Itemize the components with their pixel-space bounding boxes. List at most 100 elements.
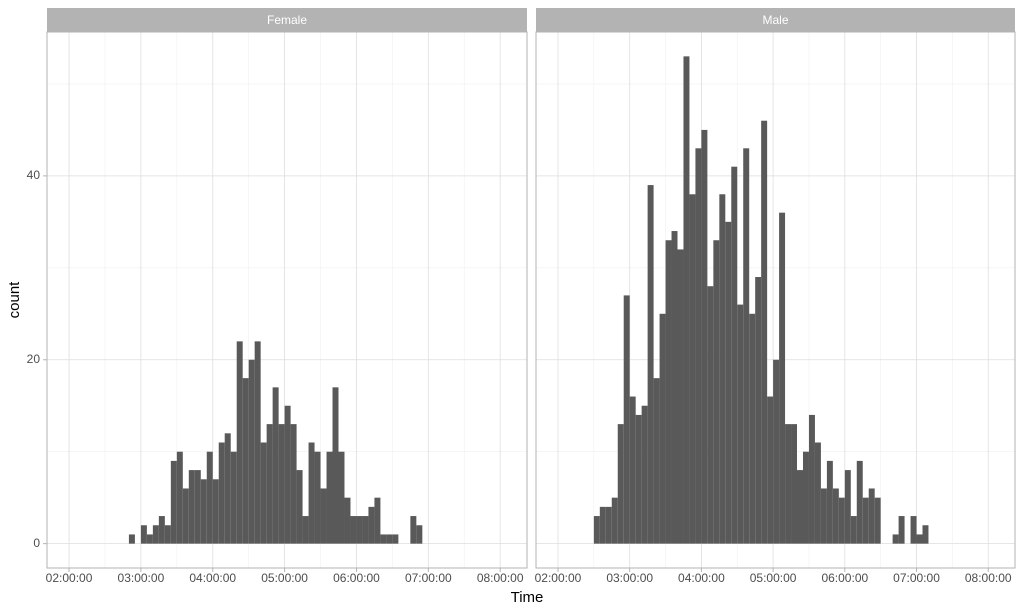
bar — [326, 451, 333, 544]
bar — [248, 359, 255, 544]
bar — [743, 148, 750, 544]
bar — [629, 396, 636, 544]
y-tick-label: 0 — [33, 536, 40, 550]
bar — [713, 240, 720, 544]
bar — [182, 488, 189, 544]
bar — [332, 387, 339, 544]
bar — [206, 451, 213, 544]
bar — [272, 387, 279, 544]
y-axis-label: count — [6, 281, 23, 319]
bar — [820, 488, 827, 544]
bar — [892, 534, 899, 544]
bar — [659, 313, 666, 544]
bar — [731, 166, 738, 544]
bar — [665, 240, 672, 544]
bar — [635, 414, 642, 544]
bar — [308, 442, 315, 544]
bar — [188, 470, 195, 544]
bar — [850, 516, 857, 544]
bar — [314, 451, 321, 544]
bar — [826, 460, 833, 544]
bar — [797, 470, 803, 544]
x-tick-label: 04:00:00 — [678, 571, 725, 585]
bar — [719, 194, 726, 544]
strip — [536, 8, 1015, 32]
y-tick-label: 20 — [27, 352, 41, 366]
bar — [808, 414, 815, 544]
bar — [416, 525, 423, 544]
x-tick-label: 06:00:00 — [821, 571, 868, 585]
bar — [236, 341, 243, 544]
bar — [224, 433, 231, 544]
bar — [284, 405, 291, 544]
bar — [254, 341, 261, 544]
bar — [695, 148, 702, 544]
bar — [767, 396, 774, 544]
bar — [701, 129, 708, 544]
x-tick-label: 07:00:00 — [405, 571, 452, 585]
bar — [176, 451, 183, 544]
bar — [140, 525, 147, 544]
x-tick-label: 02:00:00 — [535, 571, 582, 585]
bar — [611, 497, 618, 544]
x-tick-label: 08:00:00 — [965, 571, 1012, 585]
bar — [647, 185, 654, 544]
bar — [158, 516, 165, 544]
bar — [922, 525, 929, 544]
bar — [910, 516, 917, 544]
bar — [266, 424, 273, 544]
bar — [302, 516, 309, 544]
strip — [47, 8, 527, 32]
bar — [725, 221, 732, 544]
bar — [868, 488, 875, 544]
bar — [785, 424, 792, 544]
x-tick-label: 06:00:00 — [333, 571, 380, 585]
bar — [605, 506, 612, 544]
bar — [791, 424, 798, 544]
bar — [898, 516, 905, 544]
bar — [290, 424, 297, 544]
bar — [599, 506, 606, 544]
bar — [653, 378, 660, 544]
bar — [623, 295, 630, 544]
bar — [386, 534, 393, 544]
bar — [773, 359, 780, 544]
bar — [779, 212, 786, 544]
bar — [761, 120, 768, 544]
bar — [677, 249, 684, 544]
bar — [593, 516, 600, 544]
x-tick-label: 07:00:00 — [893, 571, 940, 585]
bar — [362, 516, 369, 544]
bar — [749, 313, 756, 544]
bar — [296, 470, 303, 544]
bar — [856, 460, 863, 544]
strip-label: Female — [267, 13, 307, 27]
bar — [838, 497, 845, 544]
x-tick-label: 03:00:00 — [606, 571, 653, 585]
bar — [374, 497, 381, 544]
bar — [200, 479, 207, 544]
bar — [170, 460, 177, 544]
bar — [338, 451, 345, 544]
bar — [164, 525, 171, 544]
strip-label: Male — [762, 13, 788, 27]
bar — [128, 534, 135, 544]
bar — [218, 442, 225, 544]
x-tick-label: 08:00:00 — [477, 571, 524, 585]
bar — [671, 231, 678, 544]
bar — [707, 286, 714, 544]
bar — [916, 534, 923, 544]
bar — [320, 488, 327, 544]
bar — [844, 470, 851, 544]
bar — [832, 488, 839, 544]
bar — [802, 451, 809, 544]
bar — [368, 506, 375, 544]
bar — [356, 516, 363, 544]
bar — [617, 424, 624, 544]
bar — [194, 470, 201, 544]
bar — [737, 304, 744, 544]
bar — [689, 194, 696, 544]
bar — [862, 497, 869, 544]
